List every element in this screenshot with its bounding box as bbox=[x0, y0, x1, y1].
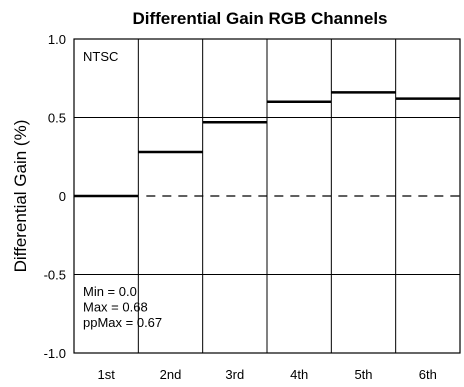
data-series bbox=[74, 91, 460, 198]
stat-line: Max = 0.68 bbox=[83, 300, 148, 315]
y-tick-label: 0.5 bbox=[48, 111, 66, 126]
y-axis-label: Differential Gain (%) bbox=[11, 120, 30, 273]
x-tick-label: 3rd bbox=[225, 367, 244, 382]
x-tick-labels: 1st 2nd 3rd 4th 5th 6th bbox=[97, 367, 436, 382]
y-tick-label: 0 bbox=[59, 189, 66, 204]
stat-line: ppMax = 0.67 bbox=[83, 315, 162, 330]
y-tick-label: 1.0 bbox=[48, 32, 66, 47]
x-tick-label: 4th bbox=[290, 367, 308, 382]
y-tick-labels: 1.0 0.5 0 -0.5 -1.0 bbox=[44, 32, 66, 361]
x-tick-label: 5th bbox=[354, 367, 372, 382]
standard-label: NTSC bbox=[83, 49, 118, 64]
y-tick-label: -1.0 bbox=[44, 346, 66, 361]
plot-frame bbox=[73, 38, 461, 354]
stat-line: Min = 0.0 bbox=[83, 284, 137, 299]
x-tick-label: 6th bbox=[419, 367, 437, 382]
chart-title: Differential Gain RGB Channels bbox=[132, 9, 387, 28]
y-tick-label: -0.5 bbox=[44, 268, 66, 283]
x-tick-label: 1st bbox=[97, 367, 115, 382]
x-tick-label: 2nd bbox=[160, 367, 182, 382]
